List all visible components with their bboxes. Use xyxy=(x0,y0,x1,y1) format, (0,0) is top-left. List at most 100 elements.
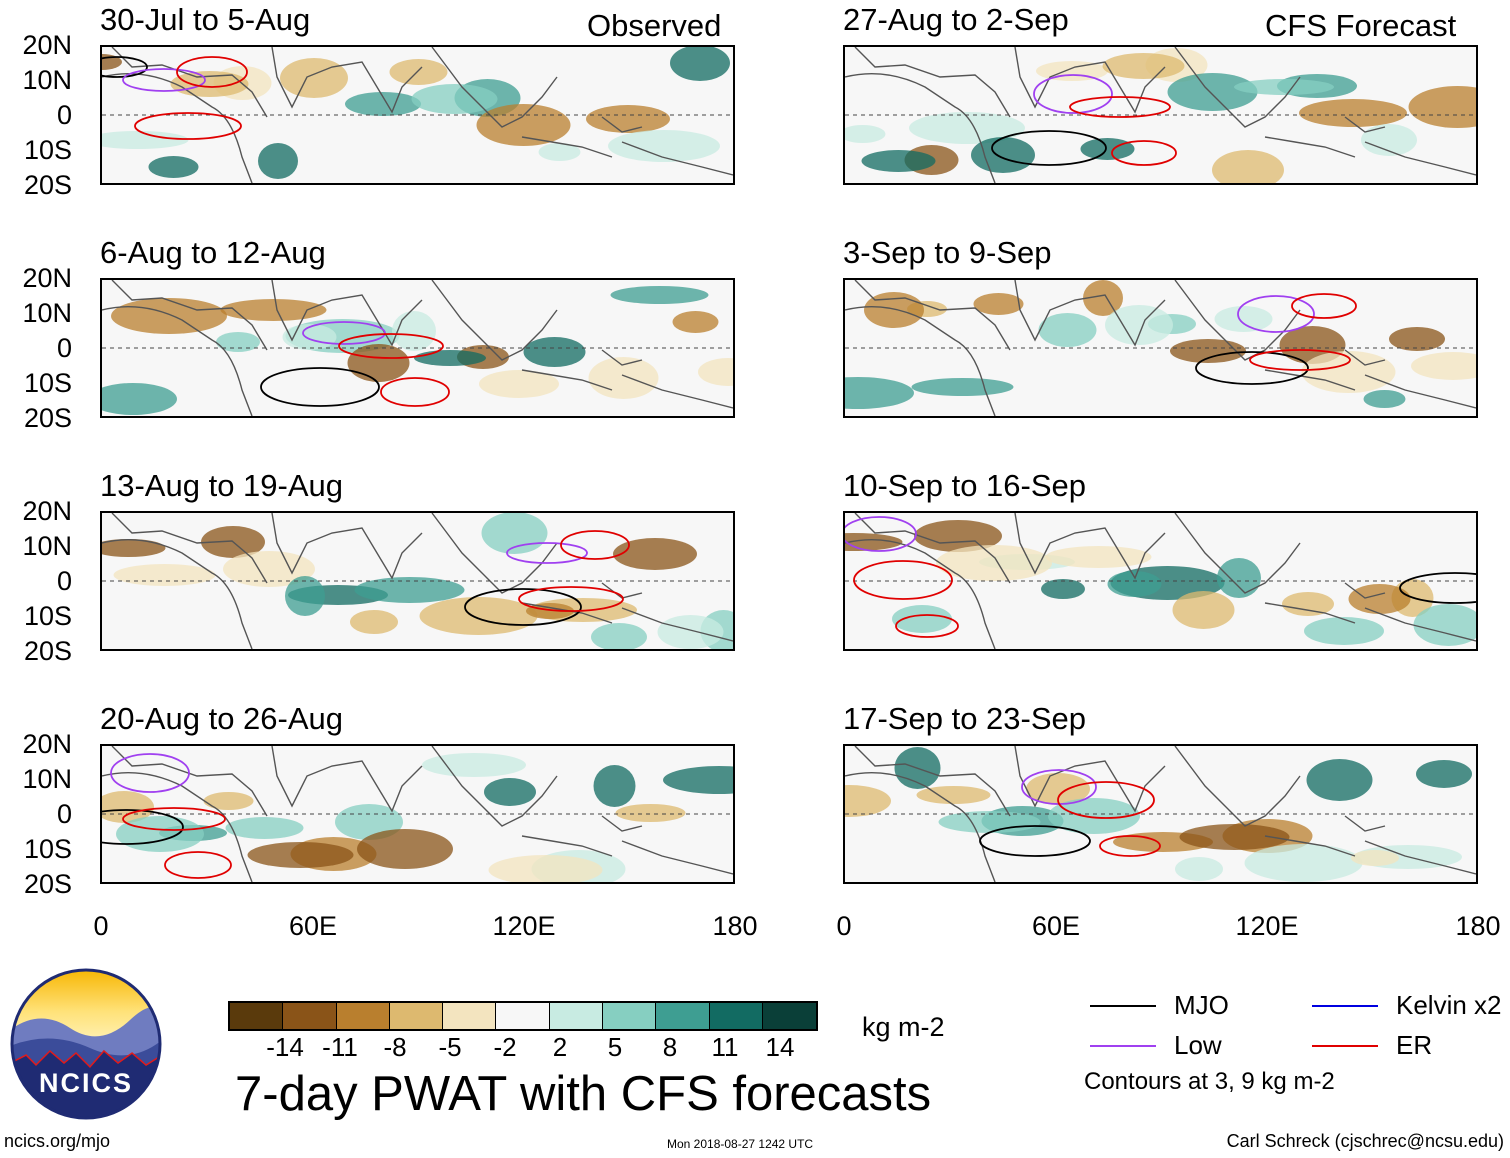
lat-label-eq: 0 xyxy=(56,333,72,363)
map-panel-obs-3 xyxy=(100,511,735,651)
pwat-anomaly-blob xyxy=(916,786,991,804)
lat-label-10n: 10N xyxy=(22,65,72,95)
legend-item-kelvin: Kelvin x2 xyxy=(1312,990,1502,1021)
wave-contour xyxy=(991,130,1107,166)
coastline xyxy=(854,746,1011,817)
pwat-anomaly-blob xyxy=(1244,844,1363,882)
panel-title-fcst-2: 3-Sep to 9-Sep xyxy=(843,235,1052,270)
colorbar-tick-7: 8 xyxy=(662,1032,678,1062)
footer-credit: Carl Schreck (cjschrec@ncsu.edu) xyxy=(1226,1131,1504,1151)
wave-contour xyxy=(1291,293,1357,319)
coastline xyxy=(1174,47,1301,128)
pwat-anomaly-blob xyxy=(170,71,249,97)
pwat-anomaly-blob xyxy=(523,337,586,367)
lon-label-120e: 120E xyxy=(492,911,556,941)
coastline xyxy=(431,746,558,827)
colorbar-swatch-9 xyxy=(709,1003,763,1029)
wave-contour xyxy=(122,807,226,831)
pwat-anomaly-blob xyxy=(422,753,526,777)
figure-title: 7-day PWAT with CFS forecasts xyxy=(235,1067,932,1121)
map-panel-obs-1 xyxy=(100,45,735,185)
pwat-anomaly-blob xyxy=(113,564,216,586)
wave-contour xyxy=(845,516,917,552)
colorbar-tick-5: 2 xyxy=(552,1032,568,1062)
coastline xyxy=(271,47,423,114)
pwat-anomaly-blob xyxy=(670,47,730,81)
pwat-anomaly-blob xyxy=(845,533,903,551)
pwat-anomaly-blob xyxy=(613,538,697,570)
colorbar-tick-0: -14 xyxy=(266,1032,304,1062)
coastline xyxy=(854,47,1011,118)
lat-label-10n: 10N xyxy=(22,298,72,328)
coastline xyxy=(102,73,253,183)
lat-label-10s: 10S xyxy=(23,135,72,165)
pwat-anomaly-blob xyxy=(1045,546,1152,568)
pwat-anomaly-blob xyxy=(909,112,1025,144)
wave-contour xyxy=(853,560,953,600)
map-panel-fcst-1 xyxy=(843,45,1478,185)
coastline xyxy=(521,815,643,857)
wave-contour xyxy=(895,614,959,638)
pwat-anomaly-blob xyxy=(1363,390,1406,408)
lat-label-20n: 20N xyxy=(22,30,72,60)
coastline xyxy=(1364,141,1476,176)
pwat-anomaly-blob xyxy=(225,817,304,839)
colorbar xyxy=(228,1001,819,1031)
coastline xyxy=(621,374,733,409)
coastline xyxy=(1014,746,1166,813)
pwat-anomaly-blob xyxy=(280,58,348,98)
footer-site-link[interactable]: ncics.org/mjo xyxy=(4,1131,111,1151)
contour-note: Contours at 3, 9 kg m-2 xyxy=(1084,1068,1335,1095)
wave-contour xyxy=(560,530,630,560)
map-panel-obs-4 xyxy=(100,744,735,884)
legend-line-er xyxy=(1312,1044,1378,1047)
ncics-logo[interactable]: NCICS xyxy=(10,968,162,1120)
map-panel-obs-2 xyxy=(100,278,735,418)
pwat-anomaly-blob xyxy=(102,383,177,415)
pwat-anomaly-blob xyxy=(526,603,574,619)
pwat-anomaly-blob xyxy=(102,539,166,557)
coastline xyxy=(854,513,1011,584)
coastline xyxy=(111,47,268,118)
pwat-anomaly-blob xyxy=(973,293,1024,315)
wave-contour xyxy=(338,333,444,359)
legend-label-low: Low xyxy=(1174,1030,1222,1060)
pwat-anomaly-blob xyxy=(1413,604,1476,646)
lon-label-60e: 60E xyxy=(288,911,338,941)
pwat-anomaly-blob xyxy=(1038,313,1097,347)
pwat-anomaly-blob xyxy=(1301,351,1396,393)
colorbar-swatch-10 xyxy=(762,1003,817,1029)
pwat-anomaly-blob xyxy=(1217,558,1261,598)
wave-contour xyxy=(1111,140,1177,166)
pwat-anomaly-blob xyxy=(1306,759,1373,801)
legend-item-low: Low xyxy=(1090,1030,1222,1061)
map-panel-fcst-4 xyxy=(843,744,1478,884)
coastline xyxy=(621,840,733,875)
pwat-anomaly-blob xyxy=(1416,760,1472,788)
wave-contour xyxy=(380,377,450,407)
pwat-anomaly-blob xyxy=(216,332,260,352)
lon-label-180: 180 xyxy=(1455,911,1501,941)
pwat-anomaly-blob xyxy=(1048,798,1140,834)
pwat-anomaly-blob xyxy=(1361,124,1417,156)
pwat-anomaly-blob xyxy=(247,842,354,868)
pwat-anomaly-blob xyxy=(1172,591,1235,629)
pwat-anomaly-blob xyxy=(392,311,436,351)
pwat-anomaly-blob xyxy=(608,130,720,162)
lon-label-60e: 60E xyxy=(1031,911,1081,941)
wave-contour xyxy=(464,588,582,626)
pwat-anomaly-blob xyxy=(1282,592,1334,616)
legend-line-low xyxy=(1090,1044,1156,1047)
pwat-anomaly-blob xyxy=(1299,99,1407,127)
pwat-anomaly-blob xyxy=(1408,86,1476,128)
pwat-anomaly-blob xyxy=(345,92,421,116)
observed-label: Observed xyxy=(587,8,722,43)
lat-label-20n: 20N xyxy=(22,496,72,526)
coastline xyxy=(1174,513,1301,594)
lat-label-10n: 10N xyxy=(22,531,72,561)
wave-contour xyxy=(122,68,206,92)
coastline xyxy=(845,539,996,649)
coastline xyxy=(845,772,996,882)
pwat-anomaly-blob xyxy=(1170,339,1246,363)
legend-label-mjo: MJO xyxy=(1174,990,1229,1020)
